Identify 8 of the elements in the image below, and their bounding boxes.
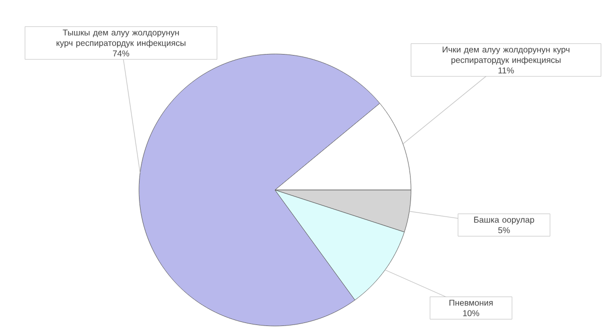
data-label: 74% [112, 50, 130, 56]
data-label: 10% [463, 310, 480, 316]
slice-label: Башка оорулар [474, 216, 534, 224]
slice-label: Тышкы дем алуу жолдорунун курч респиратордук инфекциясы [56, 30, 186, 48]
slice-label: Ички дем алуу жолдорунун курч респиратордук инфекциясы [442, 46, 570, 65]
data-label: 5% [498, 227, 510, 234]
data-label: 11% [498, 67, 514, 74]
slice-label: Пневмония [449, 300, 493, 306]
